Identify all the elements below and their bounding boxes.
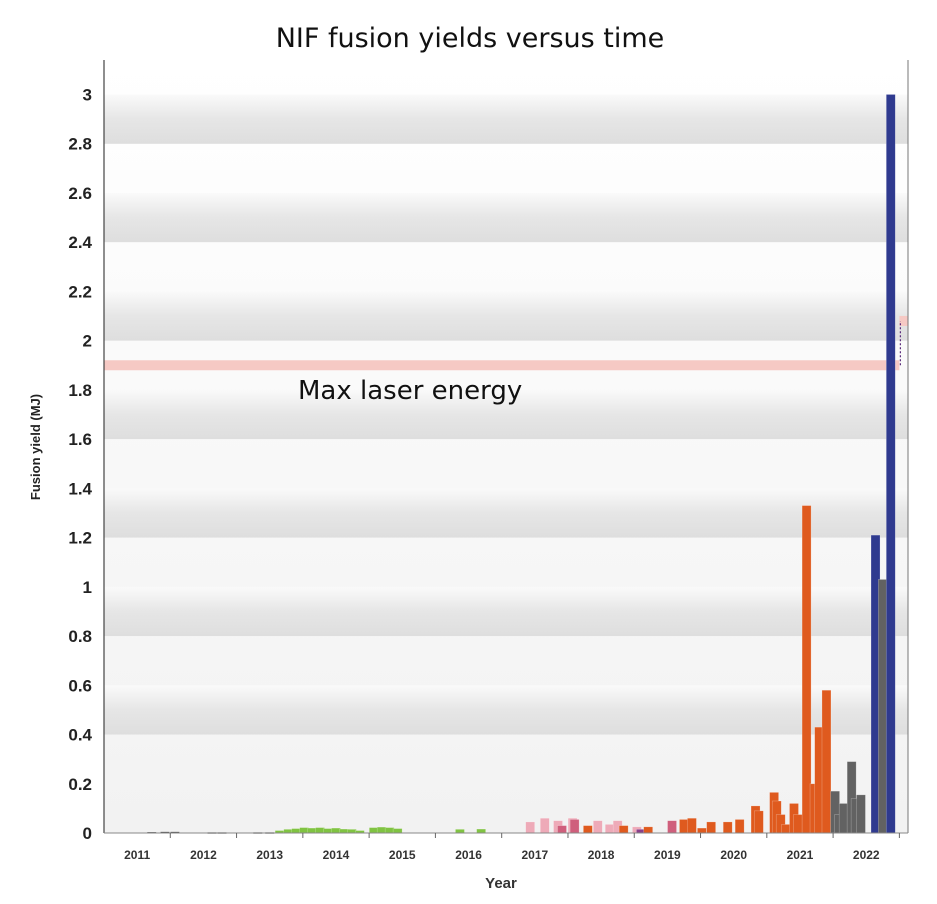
bar	[856, 794, 866, 834]
y-tick-label: 2	[83, 332, 92, 351]
y-tick-label: 2.4	[68, 233, 92, 252]
y-tick-label: 0.8	[68, 627, 92, 646]
bar	[679, 819, 689, 834]
y-tick-label: 1	[83, 578, 92, 597]
bar	[476, 828, 486, 834]
y-axis-label: Fusion yield (MJ)	[28, 394, 43, 500]
bar	[618, 825, 629, 834]
x-tick-label: 2011	[124, 848, 150, 862]
grid-band	[104, 291, 908, 341]
bar	[593, 820, 603, 834]
x-tick-label: 2013	[256, 848, 283, 862]
y-tick-label: 1.4	[68, 479, 92, 498]
y-tick-label: 1.6	[68, 430, 92, 449]
bar	[347, 829, 357, 834]
y-tick-label: 2.8	[68, 135, 92, 154]
grid-band	[104, 488, 908, 538]
x-tick-label: 2022	[853, 848, 880, 862]
bar	[525, 821, 535, 834]
bar	[291, 828, 302, 834]
bar	[697, 827, 707, 834]
x-tick-label: 2021	[787, 848, 814, 862]
bar	[583, 825, 593, 834]
max-laser-energy-line	[104, 315, 908, 371]
bar	[307, 827, 317, 834]
y-tick-label: 3	[83, 85, 92, 104]
bar	[455, 829, 465, 834]
axes: 0 0.2 0.4 0.6 0.8 1 1.2 1.4 1.6 1.8 2 2.2 2.4 2.6 2.8 3…	[68, 60, 909, 862]
x-tick-label: 2020	[720, 848, 747, 862]
grid-band	[104, 94, 908, 144]
bar	[569, 819, 580, 834]
y-tick-label: 0	[83, 824, 92, 843]
bar	[315, 827, 325, 834]
x-tick-label: 2014	[323, 848, 350, 862]
bar	[299, 827, 309, 834]
bar	[368, 827, 379, 834]
bar	[878, 579, 888, 834]
bar	[557, 825, 567, 834]
grid-band	[104, 586, 908, 637]
y-tick-label: 0.4	[68, 726, 92, 745]
bars	[146, 94, 896, 835]
y-tick-label: 0.2	[68, 775, 92, 794]
bar	[339, 828, 349, 834]
x-tick-label: 2018	[588, 848, 615, 862]
bar	[331, 827, 341, 834]
bar	[392, 828, 403, 834]
x-axis-label: Year	[485, 875, 517, 892]
max-laser-energy-segment	[104, 360, 900, 371]
x-tick-label: 2019	[654, 848, 681, 862]
bar	[323, 828, 333, 834]
y-tick-label: 1.2	[68, 529, 92, 548]
y-tick-label: 2.2	[68, 282, 92, 301]
bar	[793, 814, 803, 834]
bar	[754, 810, 764, 834]
bar	[604, 824, 615, 834]
bar	[838, 803, 849, 834]
bar	[283, 829, 294, 834]
bar	[821, 689, 832, 834]
bar	[722, 821, 733, 834]
bar	[667, 820, 677, 834]
grid-band	[104, 389, 908, 440]
bar	[376, 826, 387, 834]
y-tick-label: 2.6	[68, 184, 92, 203]
max-laser-energy-segment	[899, 315, 908, 326]
grid-band	[104, 192, 908, 243]
bar	[734, 819, 745, 834]
grid-bands	[104, 60, 908, 833]
y-tick-label: 1.8	[68, 381, 92, 400]
bar	[643, 826, 653, 834]
x-tick-label: 2015	[389, 848, 416, 862]
bar	[885, 94, 896, 834]
bar	[706, 821, 716, 834]
annotation-max-laser-energy: Max laser energy	[298, 376, 522, 406]
bar	[781, 824, 791, 834]
bar	[539, 817, 550, 834]
x-tick-label: 2017	[521, 848, 548, 862]
y-tick-label: 0.6	[68, 676, 92, 695]
x-tick-label: 2012	[190, 848, 217, 862]
bar	[384, 827, 395, 834]
x-tick-label: 2016	[455, 848, 482, 862]
bar	[801, 505, 812, 834]
chart-title: NIF fusion yields versus time	[276, 23, 665, 54]
grid-band	[104, 685, 908, 735]
bar	[687, 817, 697, 834]
